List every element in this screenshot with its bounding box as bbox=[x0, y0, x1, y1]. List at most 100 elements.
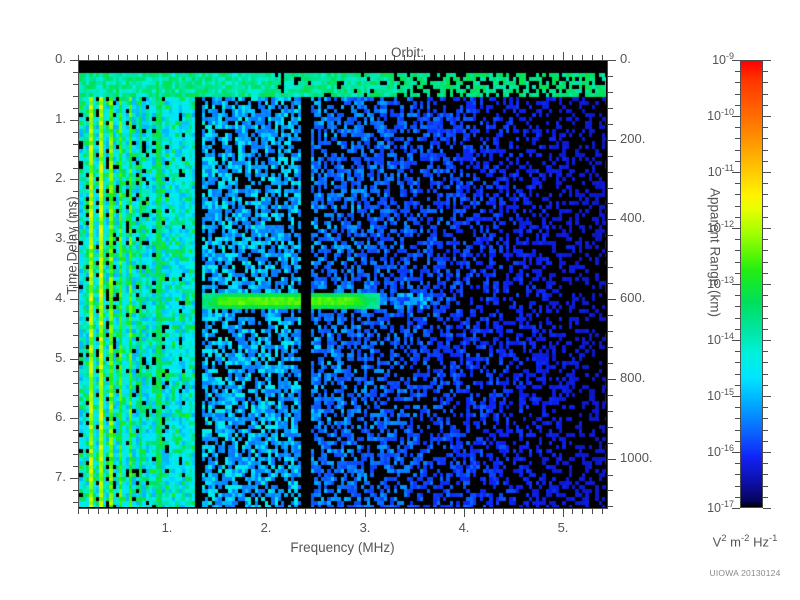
x-top-tick bbox=[602, 55, 603, 60]
colorbar-minor-tick bbox=[735, 161, 740, 162]
colorbar-minor-tick bbox=[735, 150, 740, 151]
y2-minor-tick bbox=[608, 283, 613, 284]
colorbar-minor-tick bbox=[763, 217, 768, 218]
y-minor-tick bbox=[73, 442, 78, 443]
x-top-tick bbox=[177, 55, 178, 60]
colorbar-exponent: -14 bbox=[720, 331, 734, 341]
y-minor-tick bbox=[73, 168, 78, 169]
colorbar-minor-tick bbox=[763, 273, 768, 274]
colorbar-base: 10 bbox=[707, 109, 721, 124]
y2-major-tick bbox=[608, 219, 616, 220]
x-top-tick bbox=[464, 52, 465, 60]
y-major-tick bbox=[70, 239, 78, 240]
y-minor-tick bbox=[73, 335, 78, 336]
colorbar-tick-label: 10-17 bbox=[678, 499, 734, 515]
y2-major-tick bbox=[608, 140, 616, 141]
x-top-tick bbox=[483, 55, 484, 60]
y-minor-tick bbox=[73, 371, 78, 372]
unit-m-exp: -2 bbox=[741, 533, 750, 544]
axis-top bbox=[78, 60, 608, 61]
colorbar-minor-tick bbox=[763, 374, 768, 375]
colorbar-major-tick bbox=[732, 452, 740, 453]
colorbar-major-tick bbox=[763, 228, 771, 229]
colorbar-minor-tick bbox=[763, 150, 768, 151]
x-top-tick bbox=[315, 55, 316, 60]
y-minor-tick bbox=[73, 251, 78, 252]
colorbar-minor-tick bbox=[763, 385, 768, 386]
y-axis-label-left: Time Delay (ms) bbox=[64, 196, 80, 295]
x-minor-tick bbox=[553, 509, 554, 514]
y2-tick-label: 0. bbox=[620, 51, 631, 66]
colorbar-exponent: -17 bbox=[720, 499, 734, 509]
y-minor-tick bbox=[73, 287, 78, 288]
colorbar-tick-label: 10-12 bbox=[678, 219, 734, 235]
colorbar-exponent: -12 bbox=[720, 219, 734, 229]
x-minor-tick bbox=[88, 509, 89, 514]
colorbar-tick-label: 10-16 bbox=[678, 443, 734, 459]
colorbar-minor-tick bbox=[735, 94, 740, 95]
x-major-tick bbox=[266, 509, 267, 517]
colorbar-base: 10 bbox=[707, 277, 721, 292]
y2-minor-tick bbox=[608, 363, 613, 364]
y2-minor-tick bbox=[608, 188, 613, 189]
y-major-tick bbox=[70, 359, 78, 360]
y-minor-tick bbox=[73, 490, 78, 491]
colorbar-exponent: -16 bbox=[720, 443, 734, 453]
axis-left bbox=[78, 60, 79, 509]
y-tick-label: 1. bbox=[55, 111, 66, 126]
y-major-tick bbox=[70, 60, 78, 61]
x-top-tick bbox=[305, 55, 306, 60]
colorbar-minor-tick bbox=[735, 250, 740, 251]
y-minor-tick bbox=[73, 191, 78, 192]
y-minor-tick bbox=[73, 406, 78, 407]
x-tick-label: 4. bbox=[458, 520, 470, 535]
x-top-tick bbox=[414, 55, 415, 60]
x-major-tick bbox=[464, 509, 465, 517]
colorbar-minor-tick bbox=[735, 105, 740, 106]
x-minor-tick bbox=[226, 509, 227, 514]
x-top-tick bbox=[98, 55, 99, 60]
y2-minor-tick bbox=[608, 490, 613, 491]
colorbar-minor-tick bbox=[763, 82, 768, 83]
x-top-tick bbox=[365, 52, 366, 60]
x-top-tick bbox=[572, 55, 573, 60]
y2-minor-tick bbox=[608, 395, 613, 396]
y-minor-tick bbox=[73, 311, 78, 312]
unit-hz-exp: -1 bbox=[768, 533, 778, 544]
x-top-tick bbox=[533, 55, 534, 60]
y2-minor-tick bbox=[608, 347, 613, 348]
x-axis-label: Frequency (MHz) bbox=[290, 540, 395, 555]
colorbar-minor-tick bbox=[763, 239, 768, 240]
y2-minor-tick bbox=[608, 124, 613, 125]
colorbar-major-tick bbox=[763, 284, 771, 285]
x-minor-tick bbox=[325, 509, 326, 514]
colorbar-minor-tick bbox=[763, 183, 768, 184]
x-top-tick bbox=[404, 55, 405, 60]
x-top-tick bbox=[246, 55, 247, 60]
y2-minor-tick bbox=[608, 76, 613, 77]
x-top-tick bbox=[147, 55, 148, 60]
y2-minor-tick bbox=[608, 267, 613, 268]
colorbar-minor-tick bbox=[763, 418, 768, 419]
y-major-tick bbox=[70, 120, 78, 121]
colorbar-exponent: -11 bbox=[721, 163, 734, 173]
x-top-tick bbox=[187, 55, 188, 60]
colorbar bbox=[740, 60, 763, 508]
y-minor-tick bbox=[73, 454, 78, 455]
colorbar-minor-tick bbox=[763, 318, 768, 319]
y-minor-tick bbox=[73, 108, 78, 109]
y-minor-tick bbox=[73, 323, 78, 324]
y-minor-tick bbox=[73, 227, 78, 228]
x-minor-tick bbox=[493, 509, 494, 514]
colorbar-minor-tick bbox=[735, 463, 740, 464]
unit-m: m bbox=[726, 534, 741, 550]
x-tick-label: 1. bbox=[161, 520, 173, 535]
orbit-label: Orbit: bbox=[391, 45, 425, 60]
x-minor-tick bbox=[78, 509, 79, 514]
y-major-tick bbox=[70, 179, 78, 180]
x-minor-tick bbox=[592, 509, 593, 514]
unit-v: V bbox=[712, 534, 722, 550]
colorbar-minor-tick bbox=[735, 183, 740, 184]
x-top-tick bbox=[266, 52, 267, 60]
